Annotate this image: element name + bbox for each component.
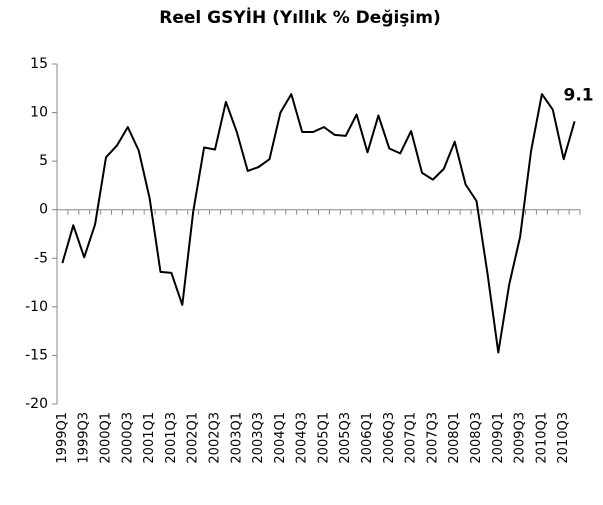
x-tick-label: 2000Q3 [120,412,135,464]
line-series [61,93,576,354]
x-tick-label: 2006Q3 [382,412,397,464]
x-tick-label: 2008Q1 [447,412,462,464]
y-tick-label: 15 [30,56,48,72]
x-tick-label: 2001Q3 [164,412,179,464]
y-tick-label: -5 [34,250,48,266]
y-tick-label: -15 [25,347,48,363]
x-tick-label: 2004Q3 [295,412,310,464]
y-tick-label: -20 [25,396,48,412]
chart-title: Reel GSYİH (Yıllık % Değişim) [159,6,441,28]
y-tick-label: 10 [30,105,48,121]
y-tick-label: -10 [25,299,48,315]
x-tick-label: 1999Q1 [55,412,70,464]
x-tick-label: 2005Q1 [316,412,331,464]
x-tick-label: 2003Q3 [251,412,266,464]
x-tick-label: 2004Q1 [273,412,288,464]
x-tick-label: 2001Q1 [142,412,157,464]
x-tick-label: 2006Q1 [360,412,375,464]
x-tick-label: 2007Q1 [404,412,419,464]
data-label: 9.1 [563,85,593,105]
y-tick-label: 0 [39,202,48,218]
x-tick-label: 2007Q3 [425,412,440,464]
x-tick-label: 2000Q1 [99,412,114,464]
x-tick-label: 2005Q3 [338,412,353,464]
x-tick-label: 2003Q1 [229,412,244,464]
y-tick-label: 5 [39,153,48,169]
x-tick-label: 2010Q3 [556,412,571,464]
x-tick-label: 2008Q3 [469,412,484,464]
x-tick-label: 2002Q1 [186,412,201,464]
x-tick-label: 1999Q3 [77,412,92,464]
x-tick-label: 2009Q3 [513,412,528,464]
x-tick-label: 2010Q1 [534,412,549,464]
x-tick-label: 2002Q3 [207,412,222,464]
x-tick-label: 2009Q1 [491,412,506,464]
